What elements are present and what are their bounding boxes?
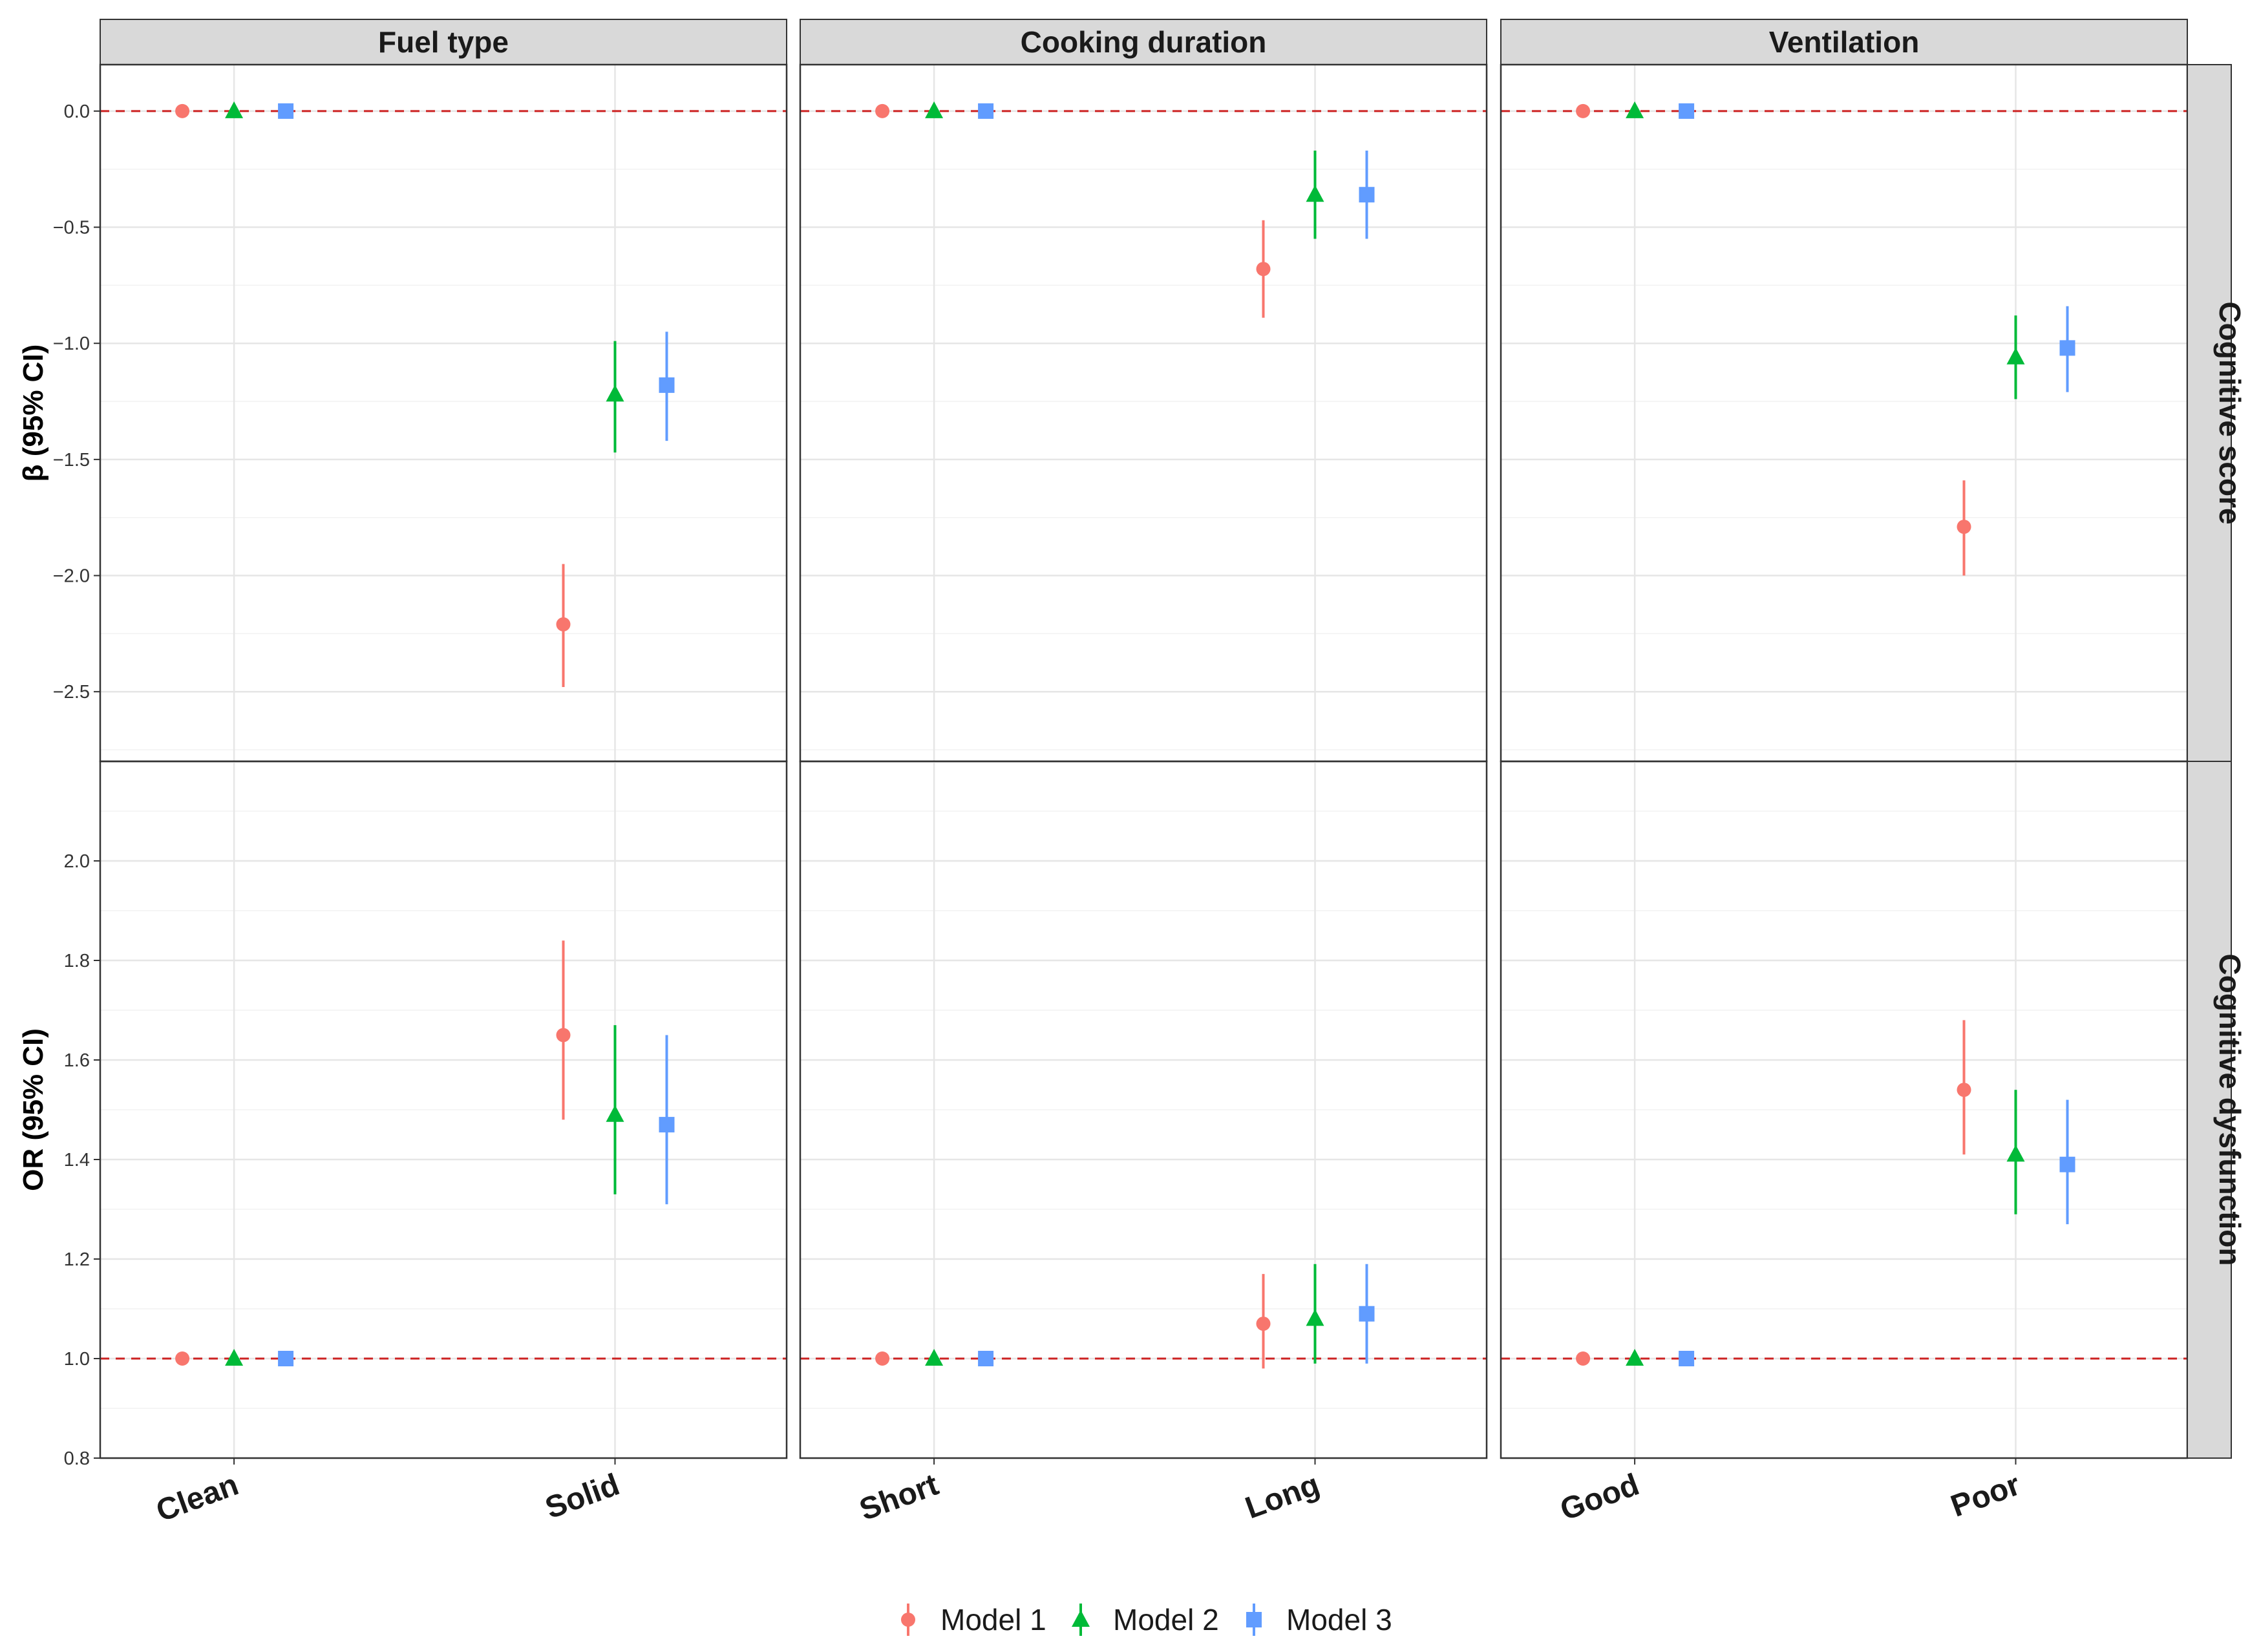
y-tick-label: −2.5: [53, 682, 90, 703]
estimate-point-square: [1359, 187, 1375, 203]
estimate-point-circle: [1256, 1317, 1271, 1331]
estimate-point-triangle: [1306, 1309, 1324, 1326]
row-label-1: Cognitive dysfunction: [2213, 954, 2247, 1266]
y-tick-label: −1.0: [53, 334, 90, 354]
y-tick-label: 1.6: [64, 1050, 90, 1071]
legend-label-1: Model 2: [1113, 1603, 1219, 1636]
estimate-point-triangle: [2006, 1145, 2025, 1162]
estimate-point-circle: [1957, 1083, 1971, 1097]
panel-border: [99, 760, 788, 1459]
y-tick-label: −0.5: [53, 218, 90, 238]
y-tick-label: 0.8: [64, 1448, 90, 1469]
facet-strip-0: [100, 19, 787, 65]
reference-point-triangle: [1626, 1349, 1644, 1366]
y-tick-label: 1.0: [64, 1349, 90, 1370]
reference-point-square: [278, 103, 294, 119]
estimate-point-square: [659, 377, 675, 393]
reference-point-square: [1679, 103, 1695, 119]
estimate-point-circle: [1256, 262, 1271, 277]
y-tick-label: 1.2: [64, 1249, 90, 1270]
reference-point-triangle: [925, 1349, 944, 1366]
estimate-point-square: [2059, 1156, 2075, 1172]
estimate-point-triangle: [606, 385, 624, 402]
reference-point-square: [978, 1351, 994, 1366]
legend-key-triangle: [1072, 1610, 1090, 1627]
y-tick-label: 1.8: [64, 951, 90, 971]
estimate-point-triangle: [1306, 185, 1324, 202]
reference-point-square: [978, 103, 994, 119]
legend-label-0: Model 1: [940, 1603, 1046, 1636]
facet-label-1: Cooking duration: [1021, 25, 1267, 59]
row-label-0: Cognitive score: [2213, 301, 2247, 524]
row-strip-0: [2187, 64, 2232, 762]
y-tick-label: −2.0: [53, 566, 90, 587]
reference-point-circle: [875, 103, 890, 118]
reference-point-circle: [875, 1351, 890, 1366]
facet-label-0: Fuel type: [378, 25, 509, 59]
reference-point-triangle: [925, 101, 944, 118]
facet-strip-2: [1500, 19, 2188, 65]
reference-point-triangle: [225, 1349, 244, 1366]
estimate-point-triangle: [2006, 347, 2025, 365]
estimate-point-circle: [556, 1028, 571, 1043]
y-axis-title-0: β (95% CI): [17, 344, 49, 482]
facet-label-2: Ventilation: [1769, 25, 1920, 59]
estimate-point-triangle: [606, 1105, 624, 1122]
reference-point-triangle: [225, 101, 244, 118]
facet-strip-1: [800, 19, 1487, 65]
reference-point-square: [1679, 1351, 1695, 1366]
panel-border: [799, 760, 1488, 1459]
y-tick-label: 2.0: [64, 851, 90, 872]
y-tick-label: −1.5: [53, 450, 90, 471]
y-axis-title-1: OR (95% CI): [17, 1028, 49, 1191]
legend-label-2: Model 3: [1286, 1603, 1392, 1636]
legend-key-circle: [901, 1613, 915, 1627]
estimate-point-circle: [556, 617, 571, 631]
reference-point-circle: [175, 103, 190, 118]
row-strip-1: [2187, 761, 2232, 1459]
estimate-point-square: [1359, 1306, 1375, 1322]
reference-point-circle: [1576, 103, 1591, 118]
estimate-point-circle: [1957, 520, 1971, 535]
reference-point-triangle: [1626, 101, 1644, 118]
reference-point-circle: [175, 1351, 190, 1366]
y-tick-label: 0.0: [64, 101, 90, 122]
y-tick-label: 1.4: [64, 1150, 90, 1170]
estimate-point-square: [2059, 340, 2075, 356]
legend-key-square: [1246, 1612, 1262, 1627]
estimate-point-square: [659, 1117, 675, 1133]
reference-point-circle: [1576, 1351, 1591, 1366]
reference-point-square: [278, 1351, 294, 1366]
